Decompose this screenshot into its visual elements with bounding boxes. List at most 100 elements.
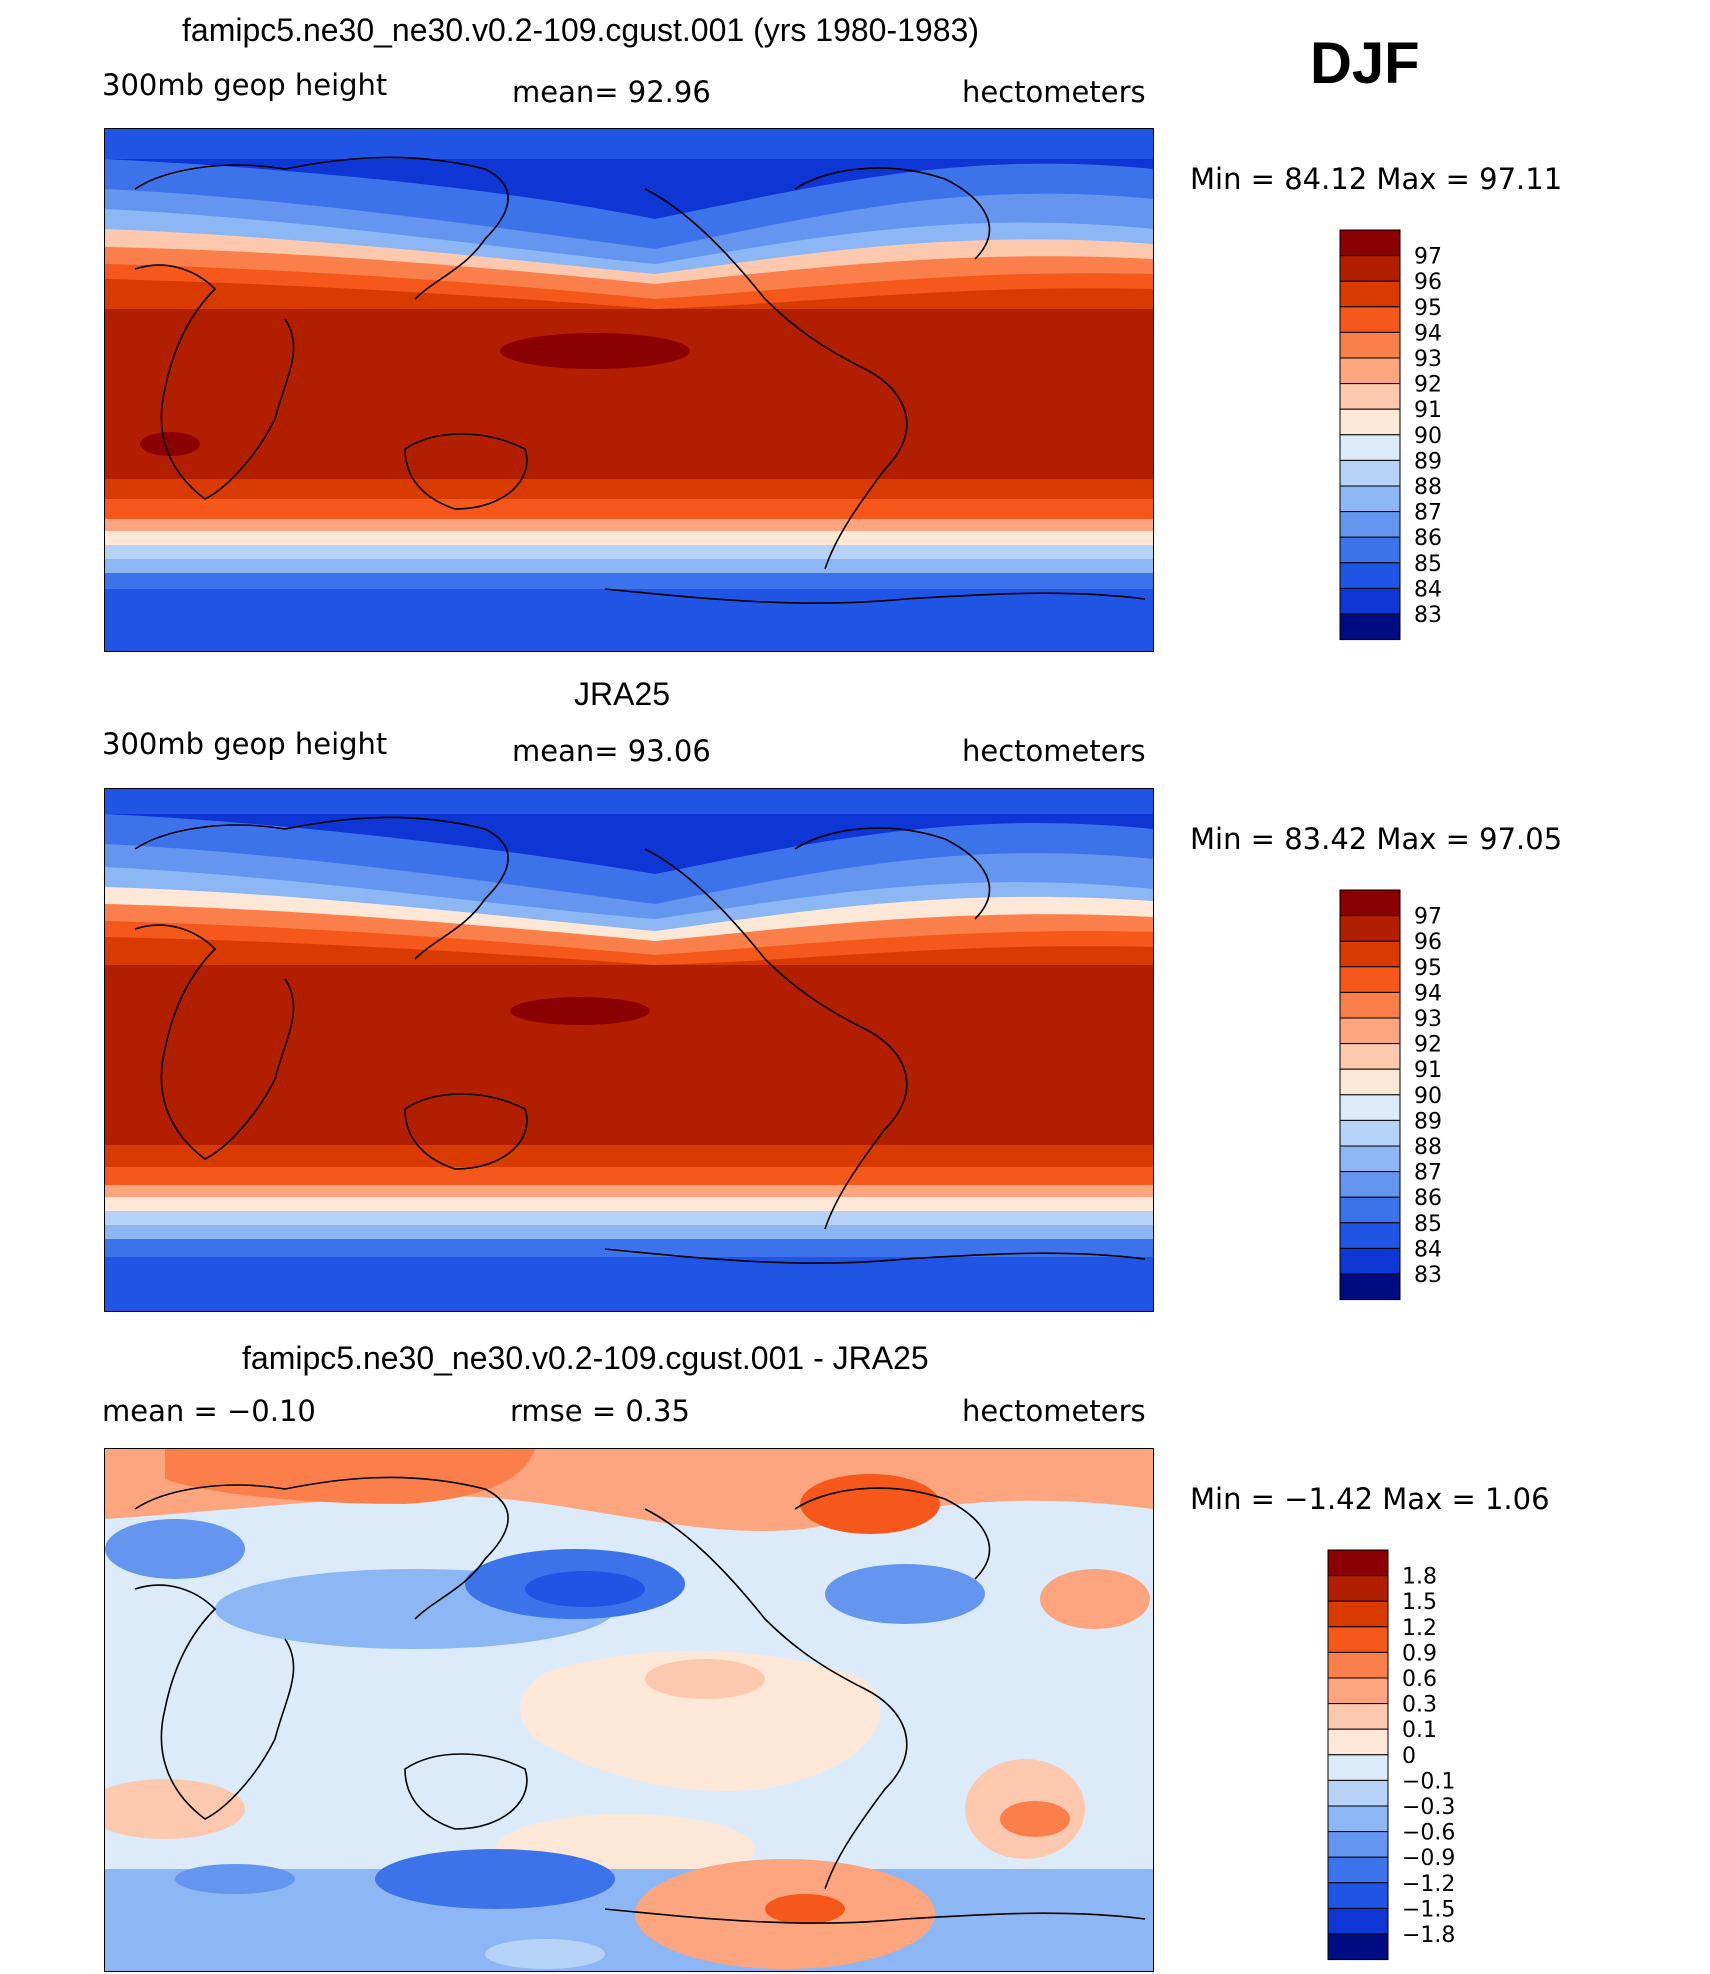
colorbar-swatch [1339,1273,1401,1301]
panel-3-mean-label: mean = −0.10 [102,1394,316,1428]
colorbar-tick-label: 95 [1414,296,1442,321]
colorbar-tick-label: 87 [1414,501,1442,526]
colorbar-tick-label: 88 [1414,1135,1442,1160]
colorbar-tick-label: 92 [1414,373,1442,398]
colorbar-swatch [1339,383,1401,410]
colorbar-tick-label: 91 [1414,398,1442,423]
colorbar-tick-label: 86 [1414,526,1442,551]
colorbar-tick-label: 88 [1414,475,1442,500]
colorbar-tick-label: 0.6 [1402,1667,1437,1692]
colorbar-swatch [1339,485,1401,513]
colorbar-tick-label: 1.5 [1402,1590,1437,1615]
panel-2-minmax: Min = 83.42 Max = 97.05 [1190,822,1563,856]
colorbar-swatch [1327,1907,1389,1935]
colorbar-tick-label: 92 [1414,1033,1442,1058]
panel-1-variable-label: 300mb geop height [102,68,388,102]
colorbar-tick-label: 97 [1414,905,1442,930]
colorbar-swatch [1339,255,1401,282]
colorbar-swatch [1339,587,1401,615]
colorbar-swatch [1339,1247,1401,1275]
panel-1-units-label: hectometers [962,75,1146,109]
colorbar-tick-label: 91 [1414,1058,1442,1083]
colorbar-swatch [1339,613,1401,641]
panel-1-colorbar: 97 96 95 94 93 92 91 90 89 88 87 86 85 84 83 [1339,229,1540,644]
panel-3-minmax: Min = −1.42 Max = 1.06 [1190,1482,1550,1516]
panel-1-mean-label: mean= 92.96 [512,75,711,109]
colorbar-tick-label: 90 [1414,424,1442,449]
panel-3-units-label: hectometers [962,1394,1146,1428]
colorbar-swatch [1339,1043,1401,1070]
colorbar-tick-label: 1.2 [1402,1616,1437,1641]
colorbar-swatch [1339,966,1401,993]
colorbar-tick-label: 89 [1414,1109,1442,1134]
panel-1-minmax: Min = 84.12 Max = 97.11 [1190,162,1563,196]
colorbar-tick-label: 86 [1414,1186,1442,1211]
panel-3-colorbar: 1.8 1.5 1.2 0.9 0.6 0.3 0.1 0 −0.1 −0.3 −0.6 −0.9 −1… [1327,1549,1528,1964]
colorbar-tick-label: 96 [1414,930,1442,955]
colorbar-swatch [1327,1856,1389,1884]
colorbar-swatch [1339,940,1401,968]
colorbar-tick-label: 89 [1414,449,1442,474]
panel-3-rmse-label: rmse = 0.35 [510,1394,690,1428]
colorbar-swatch [1327,1626,1389,1653]
colorbar-tick-label: 90 [1414,1084,1442,1109]
colorbar-swatch [1339,1145,1401,1173]
colorbar-tick-label: 1.8 [1402,1565,1437,1590]
colorbar-swatch [1339,511,1401,538]
panel-3-map [104,1448,1154,1972]
season-label: DJF [1310,31,1420,96]
colorbar-tick-label: 0.1 [1402,1718,1437,1743]
colorbar-swatch [1327,1651,1389,1679]
colorbar-tick-label: 94 [1414,321,1442,346]
colorbar-tick-label: 87 [1414,1161,1442,1186]
panel-3-title: famipc5.ne30_ne30.v0.2-109.cgust.001 - J… [242,1340,929,1376]
colorbar-swatch [1327,1933,1389,1961]
panel-2-map [104,788,1154,1312]
panel-2-units-label: hectometers [962,734,1146,768]
colorbar-tick-label: 84 [1414,1237,1442,1262]
colorbar-swatch [1339,1171,1401,1198]
colorbar-tick-label: 97 [1414,245,1442,270]
colorbar-swatch [1327,1882,1389,1909]
colorbar-swatch [1327,1677,1389,1705]
colorbar-swatch [1339,1222,1401,1249]
colorbar-swatch [1339,991,1401,1019]
colorbar-tick-label: 93 [1414,1007,1442,1032]
colorbar-swatch [1339,889,1401,917]
panel-1-map [104,128,1154,652]
colorbar-tick-label: 93 [1414,347,1442,372]
colorbar-tick-label: −1.8 [1402,1923,1455,1948]
colorbar-swatch [1339,408,1401,436]
colorbar-swatch [1327,1703,1389,1730]
colorbar-tick-label: 85 [1414,1212,1442,1237]
colorbar-tick-label: 95 [1414,956,1442,981]
colorbar-tick-label: −0.1 [1402,1769,1455,1794]
colorbar-swatch [1339,434,1401,461]
colorbar-swatch [1339,280,1401,308]
colorbar-tick-label: 0.3 [1402,1693,1437,1718]
colorbar-tick-label: 85 [1414,552,1442,577]
colorbar-tick-label: 94 [1414,981,1442,1006]
colorbar-swatch [1339,306,1401,333]
colorbar-swatch [1339,1196,1401,1224]
colorbar-tick-label: 84 [1414,577,1442,602]
colorbar-swatch [1327,1600,1389,1628]
colorbar-swatch [1339,536,1401,564]
colorbar-tick-label: −0.6 [1402,1821,1455,1846]
colorbar-swatch [1339,1068,1401,1096]
colorbar-swatch [1339,229,1401,257]
panel-2-variable-label: 300mb geop height [102,727,388,761]
colorbar-tick-label: 96 [1414,270,1442,295]
colorbar-swatch [1339,357,1401,385]
colorbar-swatch [1339,562,1401,589]
colorbar-tick-label: −1.5 [1402,1897,1455,1922]
colorbar-swatch [1339,459,1401,487]
panel-1-title: famipc5.ne30_ne30.v0.2-109.cgust.001 (yr… [182,12,979,48]
colorbar-swatch [1327,1728,1389,1756]
colorbar-tick-label: −0.3 [1402,1795,1455,1820]
colorbar-swatch [1327,1754,1389,1781]
colorbar-swatch [1327,1779,1389,1807]
colorbar-swatch [1327,1831,1389,1858]
colorbar-swatch [1339,915,1401,942]
panel-2-title: JRA25 [574,676,671,712]
